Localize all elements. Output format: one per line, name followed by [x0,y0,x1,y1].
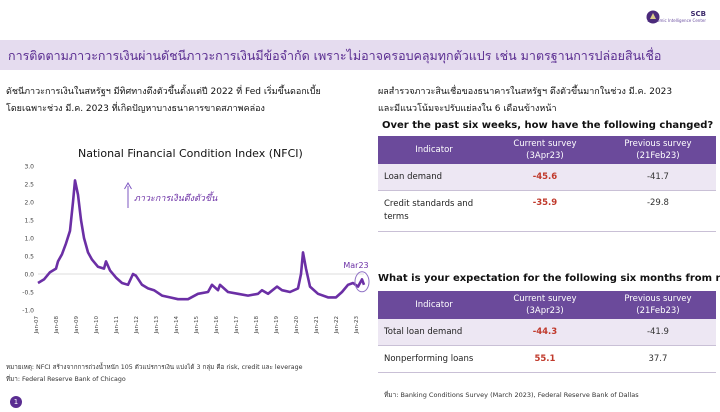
col-current: Current survey (3Apr23) [490,291,600,319]
nfci-chart-svg: 3.0 2.5 2.0 1.5 1.0 0.5 0.0 -0.5 -1.0 Jan-07 Jan-… [22,164,370,335]
left-text-line-2: โดยเฉพาะช่วง มี.ค. 2023 ที่เกิดปัญหาบางธ… [6,104,265,114]
survey-table-2: Indicator Current survey (3Apr23) Previou… [378,291,716,373]
x-tick-label: Jan-08 [54,316,60,335]
table-row: Credit standards and terms -35.9 -29.8 [378,190,716,232]
x-tick-label: Jan-22 [334,316,340,334]
header-band: การติดตามภาวะการเงินผ่านดัชนีภาวะการเงิน… [0,40,720,70]
row-label: Total loan demand [378,319,490,346]
right-description: ผลสำรวจภาวะสินเชื่อของธนาคารในสหรัฐฯ ตึง… [378,84,718,118]
y-tick-label: -0.5 [22,290,34,297]
y-tick-label: 1.0 [24,236,34,243]
col-previous: Previous survey (21Feb23) [599,291,716,319]
right-text-line-2: และมีแนวโน้มจะปรับแย่ลงใน 6 เดือนข้างหน้… [378,104,557,114]
source-text-left: ที่มา: Federal Reserve Bank of Chicago [6,376,126,383]
col-previous: Previous survey (21Feb23) [599,136,716,164]
x-tick-label: Jan-17 [234,316,240,335]
row-label: Nonperforming loans [378,345,490,373]
x-tick-label: Jan-09 [74,316,80,335]
y-tick-label: 3.0 [24,164,34,171]
x-tick-label: Jan-10 [94,316,100,335]
y-tick-label: 1.5 [24,218,34,225]
table-row: Nonperforming loans 55.1 37.7 [378,345,716,373]
current-value: -45.6 [490,164,600,191]
annotation-arrowhead [124,182,132,190]
previous-value: -29.8 [599,190,716,232]
question-2: What is your expectation for the followi… [378,273,720,284]
y-tick-label: 0.5 [24,254,34,261]
note-text: หมายเหตุ: NFCI สร้างจากการถ่วงน้ำหนัก 10… [6,364,303,371]
row-label: Loan demand [378,164,490,191]
x-tick-label: Jan-07 [34,316,40,335]
nfci-series-line [37,179,366,301]
col-current: Current survey (3Apr23) [490,136,600,164]
chart-title: National Financial Condition Index (NFCI… [78,147,303,160]
x-tick-label: Jan-11 [114,316,120,334]
x-tick-label: Jan-23 [354,316,360,335]
x-tick-label: Jan-16 [214,316,220,335]
y-tick-label: -1.0 [22,308,34,315]
previous-value: -41.7 [599,164,716,191]
x-tick-label: Jan-13 [154,316,160,335]
annotation-text: ภาวะการเงินตึงตัวขึ้น [134,191,218,204]
table-row: Loan demand -45.6 -41.7 [378,164,716,191]
x-tick-label: Jan-14 [174,316,180,335]
y-tick-label: 2.0 [24,200,34,207]
page-number: 1 [10,396,22,408]
mar23-highlight-ring [354,271,370,293]
right-text-line-1: ผลสำรวจภาวะสินเชื่อของธนาคารในสหรัฐฯ ตึง… [378,87,673,97]
x-tick-label: Jan-12 [134,316,140,334]
slide-title: การติดตามภาวะการเงินผ่านดัชนีภาวะการเงิน… [8,48,662,63]
mar23-label: Mar23 [343,261,368,270]
col-indicator: Indicator [378,136,490,164]
brand-subtitle: Economic Intelligence Center [647,18,706,23]
current-value: -44.3 [490,319,600,346]
source-text-right: ที่มา: Banking Conditions Survey (March … [384,391,639,399]
survey-table-1: Indicator Current survey (3Apr23) Previou… [378,136,716,232]
nfci-chart: National Financial Condition Index (NFCI… [14,140,370,346]
left-note: หมายเหตุ: NFCI สร้างจากการถ่วงน้ำหนัก 10… [6,362,302,386]
col-indicator: Indicator [378,291,490,319]
x-tick-label: Jan-21 [314,316,320,334]
x-tick-label: Jan-18 [254,316,260,335]
table-row: Total loan demand -44.3 -41.9 [378,319,716,346]
y-tick-label: 0.0 [24,272,34,279]
scb-emblem-icon [646,10,660,24]
row-label: Credit standards and terms [378,190,490,232]
x-tick-label: Jan-19 [274,316,280,335]
y-tick-label: 2.5 [24,182,34,189]
scb-logo: SCB Economic Intelligence Center [646,10,706,24]
question-1: Over the past six weeks, how have the fo… [382,120,714,131]
x-tick-label: Jan-15 [194,316,200,335]
current-value: -35.9 [490,190,600,232]
left-text-line-1: ดัชนีภาวะการเงินในสหรัฐฯ มีทิศทางตึงตัวข… [6,87,321,97]
left-description: ดัชนีภาวะการเงินในสหรัฐฯ มีทิศทางตึงตัวข… [6,84,361,118]
x-tick-label: Jan-20 [294,316,300,335]
current-value: 55.1 [490,345,600,373]
previous-value: 37.7 [599,345,716,373]
previous-value: -41.9 [599,319,716,346]
brand-name: SCB [690,10,706,18]
